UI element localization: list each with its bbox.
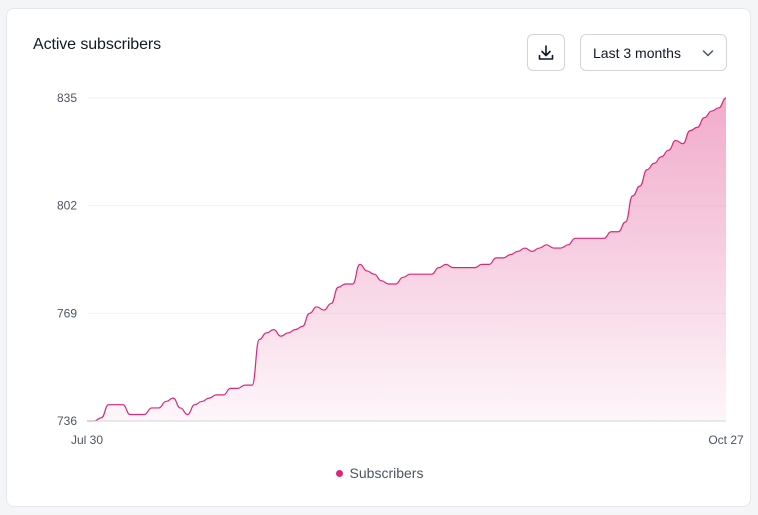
chart-card: Active subscribers Last 3 months 736 769 8… xyxy=(6,8,751,507)
x-tick-label: Oct 27 xyxy=(708,433,744,447)
date-range-value: Last 3 months xyxy=(593,44,681,61)
date-range-select[interactable]: Last 3 months xyxy=(580,34,727,71)
area-chart: 736 769 802 835 Jul 30 Oct 27 xyxy=(57,91,744,447)
chevron-down-icon xyxy=(702,50,714,57)
chart-legend: Subscribers xyxy=(7,465,752,481)
x-tick-label: Jul 30 xyxy=(71,433,103,447)
series-line-subscribers xyxy=(87,97,727,422)
download-icon xyxy=(538,44,554,60)
legend-swatch-subscribers xyxy=(335,469,343,477)
y-tick-label: 802 xyxy=(57,199,77,213)
series-area-subscribers xyxy=(87,98,726,421)
y-tick-label: 769 xyxy=(57,306,77,320)
y-tick-label: 835 xyxy=(57,91,77,105)
chart-title: Active subscribers xyxy=(33,36,162,53)
legend-label-subscribers: Subscribers xyxy=(349,465,424,481)
download-button[interactable] xyxy=(527,34,565,71)
y-tick-label: 736 xyxy=(57,414,77,428)
